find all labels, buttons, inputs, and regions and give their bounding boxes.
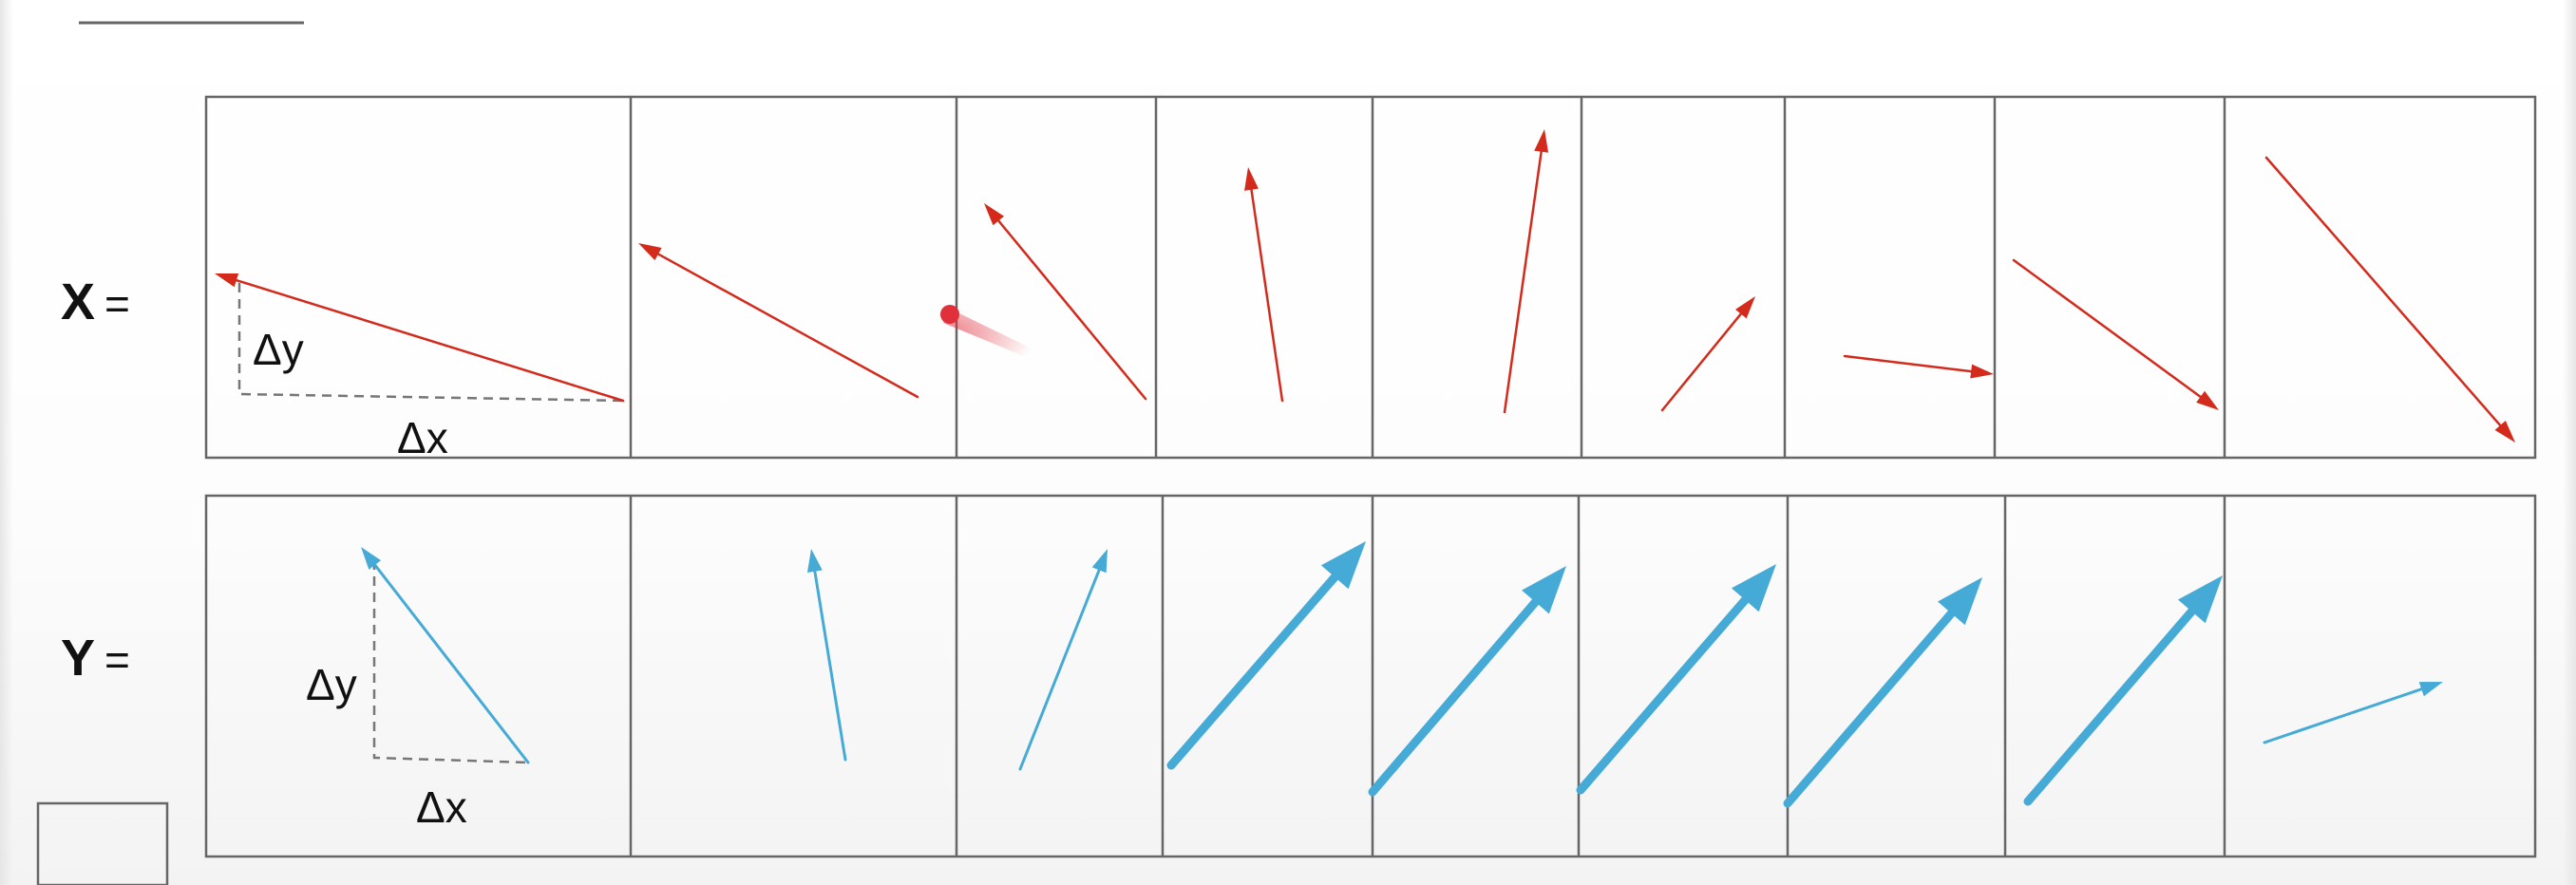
- x-vector-3-shaft: [997, 219, 1147, 401]
- row-label-y: Y =: [61, 630, 130, 687]
- y-thin-vector-4-arrowhead: [2418, 682, 2443, 697]
- y-thick-vector-2-arrowhead: [1522, 566, 1566, 614]
- x-vector-9-shaft: [2264, 156, 2502, 427]
- laser-pointer-icon: [940, 305, 1037, 357]
- x-delta-y-label: Δy: [253, 325, 304, 374]
- x-vector-7-shaft: [1843, 354, 1973, 373]
- x-component-guide: [237, 283, 624, 403]
- row-y-vectors: [361, 541, 2443, 808]
- x-vector-1-shaft: [235, 278, 625, 403]
- x-vector-3-arrowhead: [984, 203, 1005, 226]
- y-delta-y-label: Δy: [306, 660, 357, 709]
- x-vector-9-arrowhead: [2494, 420, 2515, 442]
- row-x-equals: =: [104, 279, 130, 329]
- x-vector-6-shaft: [1660, 312, 1743, 412]
- x-vector-2-arrowhead: [638, 243, 662, 261]
- y-component-guide: [372, 560, 529, 764]
- x-vector-5-shaft: [1503, 150, 1543, 414]
- x-vector-4-shaft: [1250, 188, 1284, 403]
- y-thick-vector-1-arrowhead: [1320, 541, 1366, 590]
- row-y-symbol: Y: [61, 630, 95, 687]
- row-y-strip: [204, 494, 2537, 858]
- x-vector-8-arrowhead: [2196, 390, 2219, 410]
- y-thin-vector-3-arrowhead: [1091, 549, 1108, 574]
- row-label-x: X =: [61, 273, 130, 330]
- y-thick-vector-4-shaft: [1783, 609, 1956, 808]
- x-vector-8-shaft: [2012, 258, 2202, 399]
- row-x-strip: [204, 95, 2537, 460]
- y-thick-vector-5-shaft: [2023, 607, 2196, 806]
- row-x-vectors: [215, 129, 2515, 442]
- y-thin-vector-2-arrowhead: [806, 549, 823, 573]
- y-thin-vector-2-shaft: [813, 570, 847, 762]
- row-x-symbol: X: [61, 273, 95, 330]
- x-delta-x-label: Δx: [397, 413, 448, 462]
- x-vector-1-arrowhead: [215, 273, 239, 288]
- y-thick-vector-3-shaft: [1576, 595, 1750, 795]
- y-thick-vector-5-arrowhead: [2177, 575, 2223, 624]
- y-thin-vector-4-shaft: [2263, 687, 2423, 744]
- y-thick-vector-2-shaft: [1368, 597, 1540, 797]
- corner-box-icon: [36, 801, 169, 885]
- x-vector-7-arrowhead: [1970, 364, 1994, 379]
- y-thin-vector-3-shaft: [1018, 568, 1101, 771]
- y-thin-vector-1-arrowhead: [361, 547, 382, 570]
- component-guides: [237, 283, 624, 764]
- x-vector-4-arrowhead: [1244, 167, 1259, 191]
- row-x-frame: [204, 95, 2537, 460]
- y-thick-vector-4-arrowhead: [1937, 577, 1982, 626]
- x-vector-2-shaft: [656, 253, 919, 399]
- delta-annotations: Δy Δx Δy Δx: [253, 325, 467, 832]
- y-thin-vector-1-shaft: [373, 563, 530, 764]
- row-y-equals: =: [104, 635, 130, 685]
- y-delta-x-label: Δx: [416, 782, 467, 832]
- y-thick-vector-3-arrowhead: [1731, 564, 1776, 612]
- row-y-frame: [204, 494, 2537, 858]
- left-shadow-edge: [0, 0, 13, 885]
- x-vector-5-arrowhead: [1534, 129, 1549, 153]
- right-shadow-edge: [2563, 0, 2576, 885]
- y-thick-vector-1-shaft: [1166, 573, 1339, 770]
- x-vector-6-arrowhead: [1735, 296, 1755, 319]
